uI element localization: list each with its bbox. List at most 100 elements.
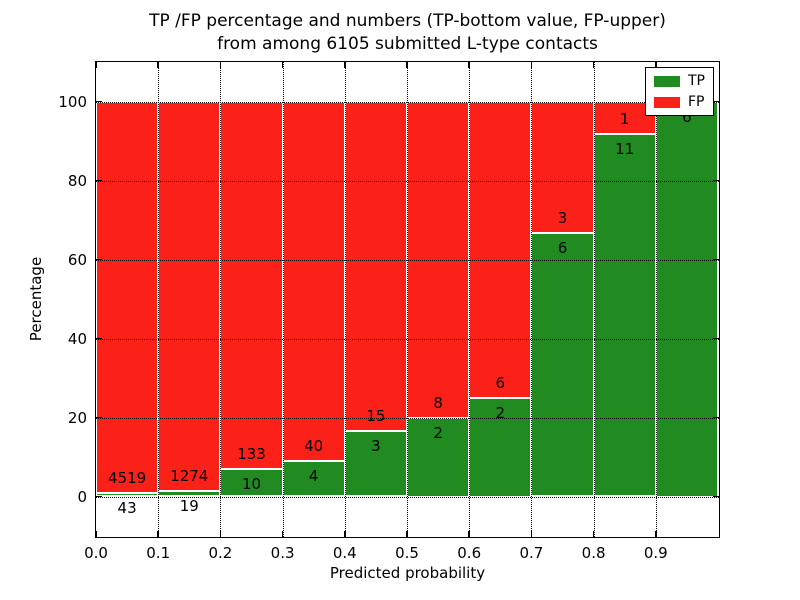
x-tickmark-top	[655, 62, 657, 68]
x-tickmark-bottom	[592, 531, 595, 537]
tp-bar-segment	[531, 233, 594, 497]
y-tickmark-left	[96, 416, 102, 419]
fp-count-label: 15	[366, 406, 386, 425]
legend-label-tp: TP	[688, 73, 705, 89]
tp-bar-segment	[96, 492, 159, 497]
x-tickmark-bottom	[157, 531, 159, 537]
y-tickmark-right	[713, 416, 719, 419]
x-tick-label: 0.6	[457, 544, 482, 562]
x-tick-label: 0.3	[270, 544, 295, 562]
v-gridline	[655, 62, 657, 537]
x-tick-label: 0.7	[519, 544, 544, 562]
fp-count-label: 4519	[108, 468, 147, 487]
chart-title-line2: from among 6105 submitted L-type contact…	[217, 34, 598, 54]
x-tick-label: 0.9	[643, 544, 668, 562]
y-tickmark-left	[96, 495, 102, 498]
fp-count-label: 133	[237, 444, 266, 463]
y-tick-label: 80	[67, 171, 87, 190]
x-tickmark-bottom	[406, 531, 408, 537]
fp-bar-segment	[96, 101, 159, 493]
tp-count-label: 2	[495, 403, 506, 422]
y-tickmark-right	[713, 495, 719, 498]
y-tickmark-right	[713, 337, 719, 340]
tp-swatch-icon	[654, 75, 680, 87]
plot-area: 4519 43 1274 19 133 10 40 4 15 3 8 2 6 2 3 6 1 11 6 0 20 40 6…	[58, 61, 720, 582]
fp-bar-segment	[531, 101, 594, 234]
x-tick-label: 0.1	[146, 544, 171, 562]
y-tickmark-left	[96, 258, 102, 261]
legend-entry-fp: FP	[654, 95, 705, 109]
fp-swatch-icon	[654, 96, 680, 108]
tp-count-label: 6	[682, 107, 692, 126]
x-tickmark-top	[468, 62, 470, 68]
v-gridline	[158, 62, 160, 537]
v-gridline	[593, 62, 595, 537]
tp-bar-segment	[282, 460, 345, 497]
y-tick-label: 100	[58, 92, 87, 111]
fp-bar-segment	[158, 101, 221, 491]
x-tickmark-top	[344, 62, 346, 68]
y-tick-label: 0	[77, 487, 87, 506]
x-tickmark-bottom	[95, 531, 97, 537]
x-tick-label: 0.5	[395, 544, 419, 562]
fp-count-label: 3	[557, 209, 568, 228]
v-gridline	[344, 62, 346, 537]
x-tickmark-top	[406, 62, 408, 68]
v-gridline	[531, 62, 533, 537]
y-tickmark-left	[96, 179, 102, 182]
x-tickmark-top	[157, 62, 159, 68]
v-gridline	[220, 62, 222, 537]
legend-entry-tp: TP	[654, 74, 705, 88]
fp-count-label: 8	[433, 393, 443, 412]
tp-count-label: 10	[241, 474, 262, 493]
x-tickmark-bottom	[219, 531, 222, 537]
fp-count-label: 1	[619, 110, 630, 129]
tp-bar-segment	[593, 134, 656, 497]
x-tick-label: 0.4	[332, 544, 357, 562]
tp-count-label: 6	[557, 239, 568, 258]
y-tickmark-right	[713, 258, 719, 261]
y-tick-label: 20	[67, 408, 87, 427]
x-tickmark-top	[530, 62, 533, 68]
y-tickmark-right	[713, 100, 719, 103]
y-tickmark-left	[96, 337, 102, 340]
fp-bar-segment	[344, 101, 407, 431]
v-gridline	[282, 62, 284, 537]
x-tickmark-bottom	[281, 531, 284, 537]
tp-bar-segment	[655, 101, 718, 497]
x-tick-label: 0.2	[208, 544, 233, 562]
tp-count-label: 19	[179, 496, 199, 515]
y-tickmark-left	[96, 100, 102, 103]
chart-title-line1: TP /FP percentage and numbers (TP-bottom…	[149, 11, 666, 31]
chart-title: TP /FP percentage and numbers (TP-bottom…	[95, 10, 720, 56]
x-tickmark-top	[281, 62, 284, 68]
tp-count-label: 4	[308, 466, 319, 485]
fp-count-label: 6	[495, 373, 506, 392]
fp-count-label: 1274	[170, 466, 209, 485]
tp-count-label: 43	[117, 498, 137, 517]
tp-count-label: 3	[371, 436, 381, 455]
x-tickmark-top	[219, 62, 222, 68]
tp-bar-segment	[407, 417, 470, 497]
x-tickmark-bottom	[468, 531, 470, 537]
x-tickmark-bottom	[344, 531, 346, 537]
y-tickmark-right	[713, 179, 719, 182]
fp-bar-segment	[469, 101, 532, 398]
x-tickmark-top	[95, 62, 97, 68]
x-axis-label: Predicted probability	[329, 564, 486, 582]
x-tickmark-bottom	[655, 531, 657, 537]
x-tickmark-top	[592, 62, 595, 68]
legend: TP FP	[645, 67, 714, 116]
fp-bar-segment	[282, 101, 345, 461]
x-tick-label: 0.0	[84, 544, 108, 562]
tp-bar-segment	[344, 430, 407, 497]
tp-bar-segment	[469, 397, 532, 497]
legend-label-fp: FP	[688, 94, 705, 110]
y-tick-label: 40	[67, 329, 87, 348]
tp-count-label: 2	[433, 423, 443, 442]
fp-count-label: 40	[304, 436, 324, 455]
v-gridline	[407, 62, 408, 537]
y-tick-label: 60	[67, 250, 87, 269]
fp-bar-segment	[220, 101, 283, 469]
